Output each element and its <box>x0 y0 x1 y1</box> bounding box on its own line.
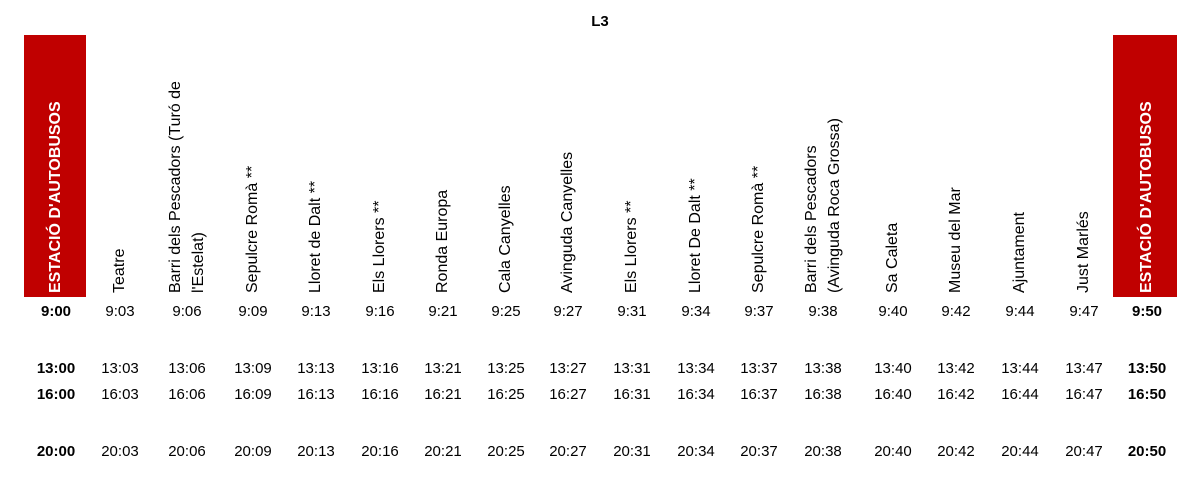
time-cell: 16:31 <box>613 386 651 403</box>
time-cell: 20:16 <box>361 443 399 460</box>
time-cell: 9:00 <box>41 303 71 320</box>
terminal-header-bg <box>1113 35 1177 297</box>
time-cell: 16:09 <box>234 386 272 403</box>
time-cell: 13:34 <box>677 360 715 377</box>
stop-header: Sa Caleta <box>884 223 901 293</box>
stop-header: Barri dels Pescadors <box>803 145 820 293</box>
time-cell: 9:37 <box>744 303 773 320</box>
time-cell: 9:42 <box>941 303 970 320</box>
time-cell: 9:27 <box>553 303 582 320</box>
time-cell: 9:06 <box>172 303 201 320</box>
time-cell: 9:09 <box>238 303 267 320</box>
time-cell: 9:50 <box>1132 303 1162 320</box>
time-cell: 13:03 <box>101 360 139 377</box>
time-cell: 13:27 <box>549 360 587 377</box>
time-cell: 20:40 <box>874 443 912 460</box>
time-cell: 13:38 <box>804 360 842 377</box>
time-cell: 13:25 <box>487 360 525 377</box>
time-cell: 9:13 <box>301 303 330 320</box>
time-cell: 9:16 <box>365 303 394 320</box>
stop-header: Lloret De Dalt ** <box>687 178 704 293</box>
time-cell: 9:25 <box>491 303 520 320</box>
time-cell: 20:37 <box>740 443 778 460</box>
time-cell: 9:47 <box>1069 303 1098 320</box>
time-cell: 16:13 <box>297 386 335 403</box>
time-cell: 20:13 <box>297 443 335 460</box>
time-cell: 16:47 <box>1065 386 1103 403</box>
time-cell: 16:37 <box>740 386 778 403</box>
time-cell: 13:44 <box>1001 360 1039 377</box>
time-cell: 20:21 <box>424 443 462 460</box>
time-cell: 9:34 <box>681 303 710 320</box>
time-cell: 16:21 <box>424 386 462 403</box>
time-cell: 16:38 <box>804 386 842 403</box>
stop-header: Just Marlés <box>1075 211 1092 293</box>
time-cell: 13:00 <box>37 360 75 377</box>
time-cell: 13:16 <box>361 360 399 377</box>
stop-header: Lloret de Dalt ** <box>307 181 324 293</box>
time-cell: 13:50 <box>1128 360 1166 377</box>
time-cell: 9:31 <box>617 303 646 320</box>
time-cell: 20:25 <box>487 443 525 460</box>
stop-header: l'Estelat) <box>190 232 207 293</box>
time-cell: 13:40 <box>874 360 912 377</box>
time-cell: 20:47 <box>1065 443 1103 460</box>
time-cell: 16:25 <box>487 386 525 403</box>
time-cell: 20:03 <box>101 443 139 460</box>
time-cell: 16:00 <box>37 386 75 403</box>
time-cell: 13:09 <box>234 360 272 377</box>
time-cell: 9:38 <box>808 303 837 320</box>
time-cell: 13:42 <box>937 360 975 377</box>
time-cell: 16:44 <box>1001 386 1039 403</box>
time-cell: 9:03 <box>105 303 134 320</box>
time-cell: 16:42 <box>937 386 975 403</box>
time-cell: 20:44 <box>1001 443 1039 460</box>
time-cell: 16:50 <box>1128 386 1166 403</box>
stop-header: Cala Canyelles <box>497 185 514 293</box>
stop-header: Sepulcre Romà ** <box>750 166 767 293</box>
title: L3 <box>591 13 609 30</box>
time-cell: 20:50 <box>1128 443 1166 460</box>
terminal-header: ESTACIÓ D'AUTOBUSOS <box>1136 101 1155 293</box>
stop-header: Teatre <box>111 248 128 293</box>
time-cell: 9:44 <box>1005 303 1034 320</box>
time-cell: 9:40 <box>878 303 907 320</box>
stop-header: Els Llorers ** <box>623 201 640 293</box>
time-cell: 9:21 <box>428 303 457 320</box>
time-cell: 20:38 <box>804 443 842 460</box>
time-cell: 20:09 <box>234 443 272 460</box>
stop-header: Ajuntament <box>1011 212 1028 293</box>
time-cell: 16:06 <box>168 386 206 403</box>
time-cell: 16:16 <box>361 386 399 403</box>
terminal-header-bg <box>24 35 86 297</box>
stop-header: Museu del Mar <box>947 187 964 293</box>
time-cell: 13:31 <box>613 360 651 377</box>
time-cell: 16:40 <box>874 386 912 403</box>
stop-header: Els Llorers ** <box>371 201 388 293</box>
time-cell: 20:27 <box>549 443 587 460</box>
time-cell: 20:34 <box>677 443 715 460</box>
time-cell: 13:13 <box>297 360 335 377</box>
time-cell: 20:06 <box>168 443 206 460</box>
time-cell: 16:34 <box>677 386 715 403</box>
time-cell: 20:00 <box>37 443 75 460</box>
time-cell: 13:21 <box>424 360 462 377</box>
stop-header: Avinguda Canyelles <box>559 152 576 293</box>
stop-header: Barri dels Pescadors (Turó de <box>167 81 184 293</box>
terminal-header: ESTACIÓ D'AUTOBUSOS <box>45 101 64 293</box>
time-cell: 16:27 <box>549 386 587 403</box>
time-cell: 13:06 <box>168 360 206 377</box>
stop-header: (Avinguda Roca Grossa) <box>826 118 843 293</box>
time-cell: 13:37 <box>740 360 778 377</box>
stop-header: Sepulcre Romà ** <box>244 166 261 293</box>
time-cell: 20:31 <box>613 443 651 460</box>
time-cell: 13:47 <box>1065 360 1103 377</box>
time-cell: 20:42 <box>937 443 975 460</box>
time-cell: 16:03 <box>101 386 139 403</box>
stop-header: Ronda Europa <box>434 190 451 293</box>
